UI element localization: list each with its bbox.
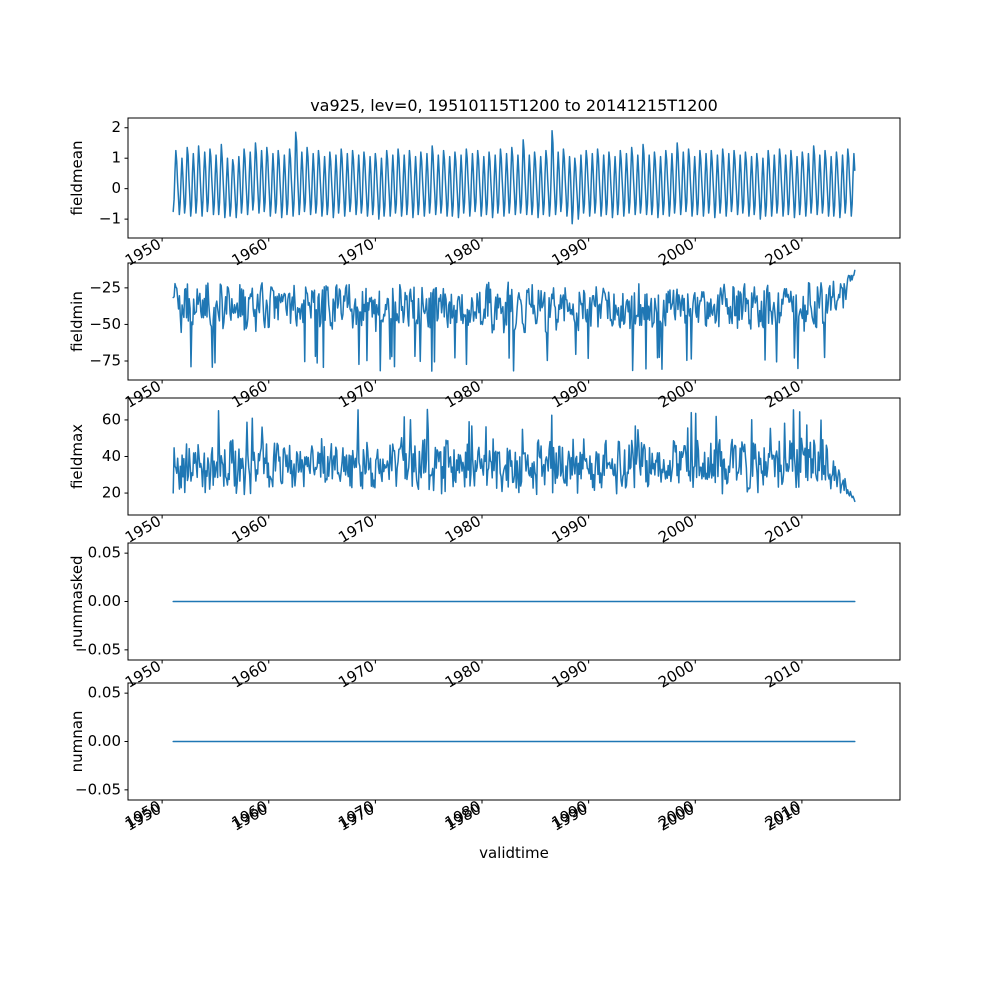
- y-axis-label-numnan: numnan: [68, 711, 86, 773]
- data-line-fieldmean: [172, 130, 856, 225]
- data-line-fieldmax: [172, 408, 856, 503]
- y-tick-label: 60: [102, 410, 121, 428]
- y-tick-label: −50: [89, 315, 121, 333]
- plot-area: [172, 408, 856, 503]
- x-axis-label: validtime: [479, 844, 549, 862]
- y-tick-label: 0.00: [88, 592, 121, 610]
- y-tick-label: 20: [102, 484, 121, 502]
- plot-area: [172, 269, 856, 372]
- y-tick-label: −1: [99, 210, 121, 228]
- y-axis-label-fieldmin: fieldmin: [68, 291, 86, 352]
- panel-frame: [127, 262, 901, 381]
- y-tick-label: 40: [102, 447, 121, 465]
- y-axis-label-nummasked: nummasked: [68, 555, 86, 647]
- y-tick-label: −75: [89, 351, 121, 369]
- y-tick-label: −0.05: [75, 780, 121, 798]
- y-tick-label: 0.00: [88, 732, 121, 750]
- figure-title: va925, lev=0, 19510115T1200 to 20141215T…: [310, 96, 718, 115]
- plot-area: [172, 130, 856, 225]
- y-tick-label: 0: [111, 179, 121, 197]
- y-axis-label-fieldmean: fieldmean: [68, 141, 86, 216]
- y-tick-label: −25: [89, 278, 121, 296]
- y-tick-label: 1: [111, 149, 121, 167]
- y-axis-label-fieldmax: fieldmax: [68, 424, 86, 489]
- y-tick-label: 0.05: [88, 544, 121, 562]
- y-tick-label: 2: [111, 118, 121, 136]
- data-line-fieldmin: [172, 269, 856, 372]
- y-tick-label: 0.05: [88, 684, 121, 702]
- y-tick-label: −0.05: [75, 640, 121, 658]
- panel-frame: [127, 117, 901, 239]
